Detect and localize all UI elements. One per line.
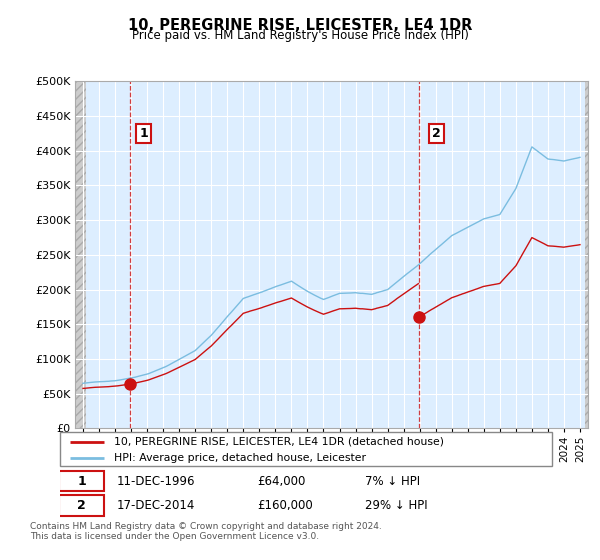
Text: Contains HM Land Registry data © Crown copyright and database right 2024.
This d: Contains HM Land Registry data © Crown c… — [30, 522, 382, 542]
Bar — [75, 81, 86, 428]
Text: HPI: Average price, detached house, Leicester: HPI: Average price, detached house, Leic… — [114, 453, 366, 463]
Text: 17-DEC-2014: 17-DEC-2014 — [116, 499, 195, 512]
Text: 7% ↓ HPI: 7% ↓ HPI — [365, 474, 420, 488]
Bar — [585, 81, 600, 428]
Text: £160,000: £160,000 — [257, 499, 313, 512]
Text: £64,000: £64,000 — [257, 474, 305, 488]
Text: 10, PEREGRINE RISE, LEICESTER, LE4 1DR: 10, PEREGRINE RISE, LEICESTER, LE4 1DR — [128, 18, 472, 33]
Text: 2: 2 — [433, 127, 441, 140]
Text: 1: 1 — [139, 127, 148, 140]
FancyBboxPatch shape — [59, 471, 104, 491]
Text: Price paid vs. HM Land Registry's House Price Index (HPI): Price paid vs. HM Land Registry's House … — [131, 29, 469, 42]
Text: 11-DEC-1996: 11-DEC-1996 — [116, 474, 195, 488]
FancyBboxPatch shape — [59, 496, 104, 516]
Text: 10, PEREGRINE RISE, LEICESTER, LE4 1DR (detached house): 10, PEREGRINE RISE, LEICESTER, LE4 1DR (… — [114, 437, 444, 447]
FancyBboxPatch shape — [60, 432, 552, 466]
Text: 2: 2 — [77, 499, 86, 512]
Text: 1: 1 — [77, 474, 86, 488]
Text: 29% ↓ HPI: 29% ↓ HPI — [365, 499, 428, 512]
